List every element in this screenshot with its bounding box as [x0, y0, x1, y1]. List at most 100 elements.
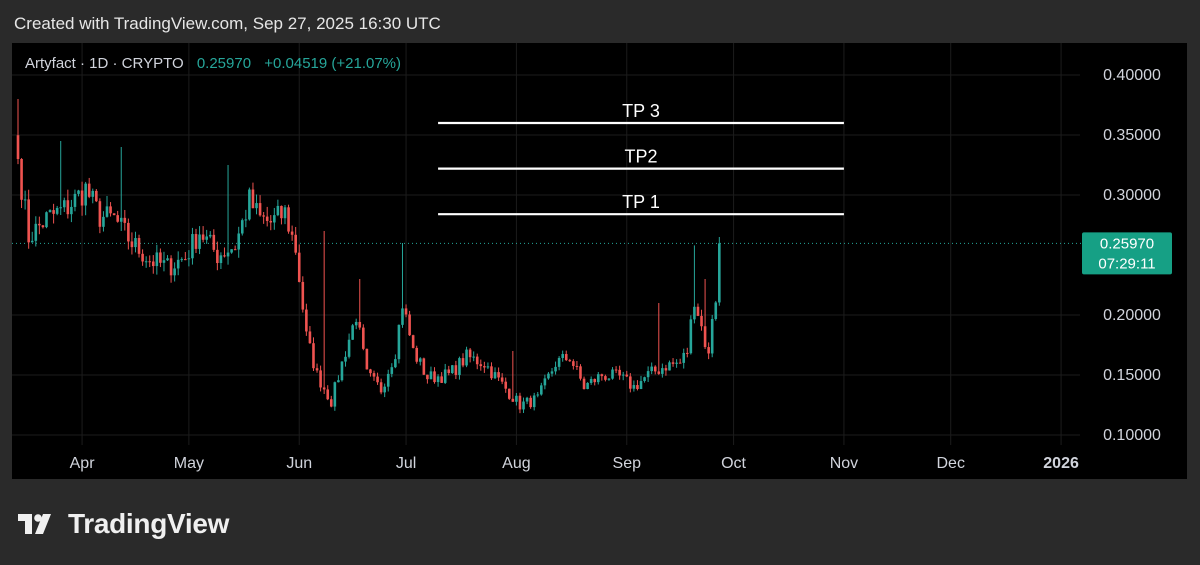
candle — [650, 362, 653, 375]
symbol-name: Artyfact · 1D · CRYPTO — [25, 55, 184, 72]
candle-body — [226, 252, 230, 257]
time-tick-label: 2026 — [1043, 455, 1079, 472]
candle-body — [95, 190, 98, 202]
candle — [34, 216, 38, 247]
candle — [671, 358, 675, 367]
candle — [255, 194, 258, 215]
candle — [390, 363, 394, 378]
candle-body — [337, 380, 340, 383]
candle — [280, 205, 283, 225]
candle-body — [70, 206, 73, 215]
candle — [515, 392, 518, 406]
candle — [91, 188, 95, 204]
candle — [59, 141, 63, 215]
candle — [212, 229, 216, 252]
candle-body — [550, 371, 554, 374]
candle-body — [369, 369, 372, 374]
candle-body — [59, 207, 63, 209]
candle — [572, 359, 575, 370]
candle-body — [479, 364, 483, 367]
created-with-caption: Created with TradingView.com, Sep 27, 20… — [14, 14, 441, 33]
candle — [411, 334, 415, 349]
candle-body — [614, 369, 618, 371]
candle-body — [604, 376, 607, 380]
candle — [408, 310, 411, 336]
candle-body — [269, 220, 273, 223]
candle-body — [23, 199, 27, 201]
time-tick-label: May — [174, 455, 204, 472]
price-badge-background — [1082, 232, 1172, 275]
candle-body — [657, 371, 661, 374]
tradingview-logo: TradingView — [18, 508, 229, 540]
candlestick-chart[interactable]: TP 3 TP2 TP 1 0.40000 0.35000 0.30000 0.20000… — [12, 43, 1187, 479]
candle — [383, 383, 386, 398]
candle — [169, 255, 173, 283]
candle — [109, 202, 112, 217]
candle-body — [333, 382, 337, 407]
candle-body — [621, 374, 625, 376]
candle — [326, 385, 330, 401]
candle — [283, 204, 287, 225]
candle-body — [575, 365, 579, 367]
candle-body — [678, 362, 682, 364]
candle-body — [105, 206, 109, 217]
candle — [376, 372, 379, 385]
candle-body — [87, 183, 91, 197]
candle-body — [322, 387, 326, 390]
candle-body — [301, 281, 305, 310]
time-axis: Apr May Jun Jul Aug Sep Oct Nov Dec 2026 — [70, 455, 1079, 472]
candle — [593, 378, 597, 386]
candle-body — [287, 207, 290, 232]
candle — [230, 249, 233, 254]
candle — [80, 181, 84, 216]
candle-body — [433, 371, 436, 383]
candle — [429, 366, 433, 380]
price-tick-label: 0.20000 — [1103, 307, 1161, 324]
candle — [105, 195, 109, 218]
candle — [433, 367, 436, 384]
candle — [632, 380, 636, 392]
candle — [486, 362, 490, 370]
candle — [173, 262, 176, 282]
chart-panel[interactable]: TP 3 TP2 TP 1 0.40000 0.35000 0.30000 0.20000… — [12, 43, 1187, 479]
candle-body — [582, 378, 586, 389]
candle — [102, 211, 105, 232]
candle-body — [639, 381, 643, 389]
candle-body — [593, 378, 597, 383]
candle — [180, 257, 184, 262]
candle-body — [27, 199, 30, 243]
candle-body — [696, 306, 700, 316]
candle — [589, 376, 593, 385]
candle — [550, 368, 554, 377]
candle — [16, 99, 20, 165]
candle-body — [273, 215, 276, 223]
candle-body — [586, 382, 589, 389]
candle-body — [447, 369, 451, 374]
candle — [568, 358, 572, 362]
candle — [404, 304, 408, 318]
candle-body — [55, 207, 59, 214]
candle — [52, 203, 55, 224]
candle — [564, 350, 568, 362]
candle — [351, 323, 354, 340]
candle-body — [180, 259, 184, 261]
time-tick-label: Nov — [830, 455, 858, 472]
candle — [682, 348, 686, 369]
candle — [422, 357, 426, 375]
candle — [636, 380, 639, 391]
candle — [653, 365, 657, 375]
price-axis: 0.40000 0.35000 0.30000 0.20000 0.15000 0.100… — [1103, 67, 1161, 444]
candle-body — [629, 376, 632, 389]
candle-body — [394, 359, 397, 368]
candle — [543, 374, 547, 390]
candle — [137, 234, 141, 258]
candle — [639, 375, 643, 390]
price-tick-label: 0.40000 — [1103, 67, 1161, 84]
candle-body — [408, 314, 411, 336]
candle-body — [568, 360, 572, 362]
candle-body — [319, 370, 322, 388]
svg-text:Artyfact · 1D · CRYPTO: Artyfact · 1D · CRYPTO 0.25970 +0.04519 … — [25, 55, 401, 72]
candle-body — [429, 371, 433, 380]
candle-body — [440, 376, 443, 383]
candle — [144, 256, 148, 268]
